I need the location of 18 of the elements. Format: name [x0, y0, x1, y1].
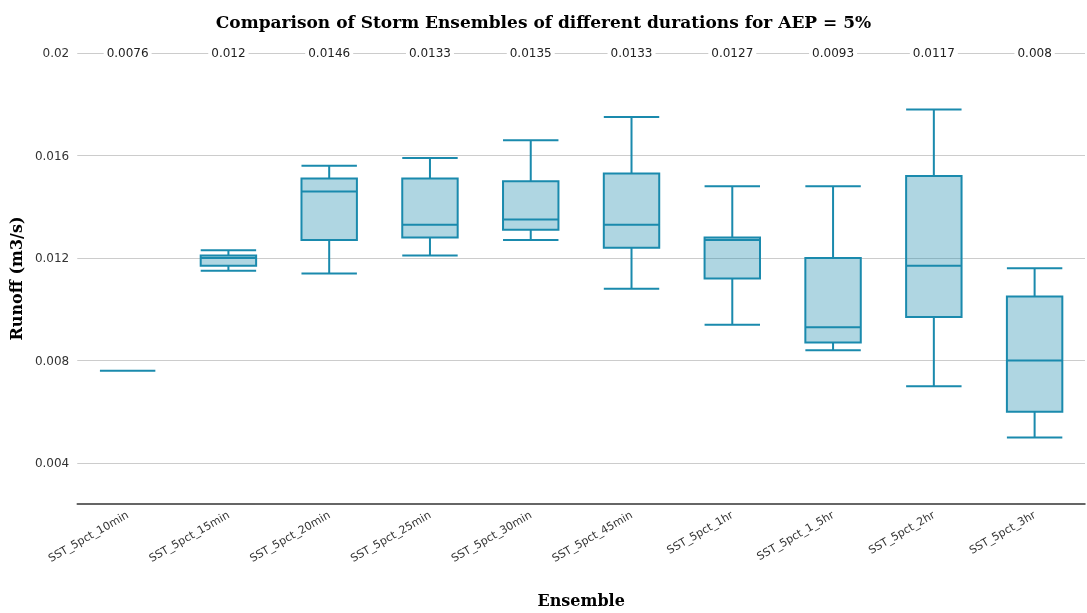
annotation: 0.0127 — [711, 46, 754, 60]
y-tick-label: 0.008 — [34, 353, 70, 368]
annotation: 0.0076 — [106, 46, 149, 60]
annotation: 0.0133 — [408, 46, 451, 60]
y-tick-label: 0.02 — [42, 46, 70, 60]
annotation: 0.0133 — [610, 46, 653, 60]
x-axis-title: Ensemble — [537, 590, 625, 610]
chart-title: Comparison of Storm Ensembles of different durations for AEP = 5% — [215, 11, 872, 32]
annotation: 0.0135 — [509, 46, 552, 60]
y-tick-label: 0.004 — [34, 456, 70, 470]
y-tick-label: 0.012 — [34, 251, 70, 265]
annotation: 0.008 — [1017, 46, 1052, 60]
annotation: 0.012 — [211, 46, 246, 60]
annotation: 0.0117 — [912, 46, 955, 60]
annotation: 0.0093 — [812, 46, 855, 60]
y-tick-label: 0.016 — [34, 148, 70, 163]
annotation: 0.0146 — [308, 46, 351, 60]
y-axis-title: Runoff (m3/s) — [6, 216, 26, 341]
